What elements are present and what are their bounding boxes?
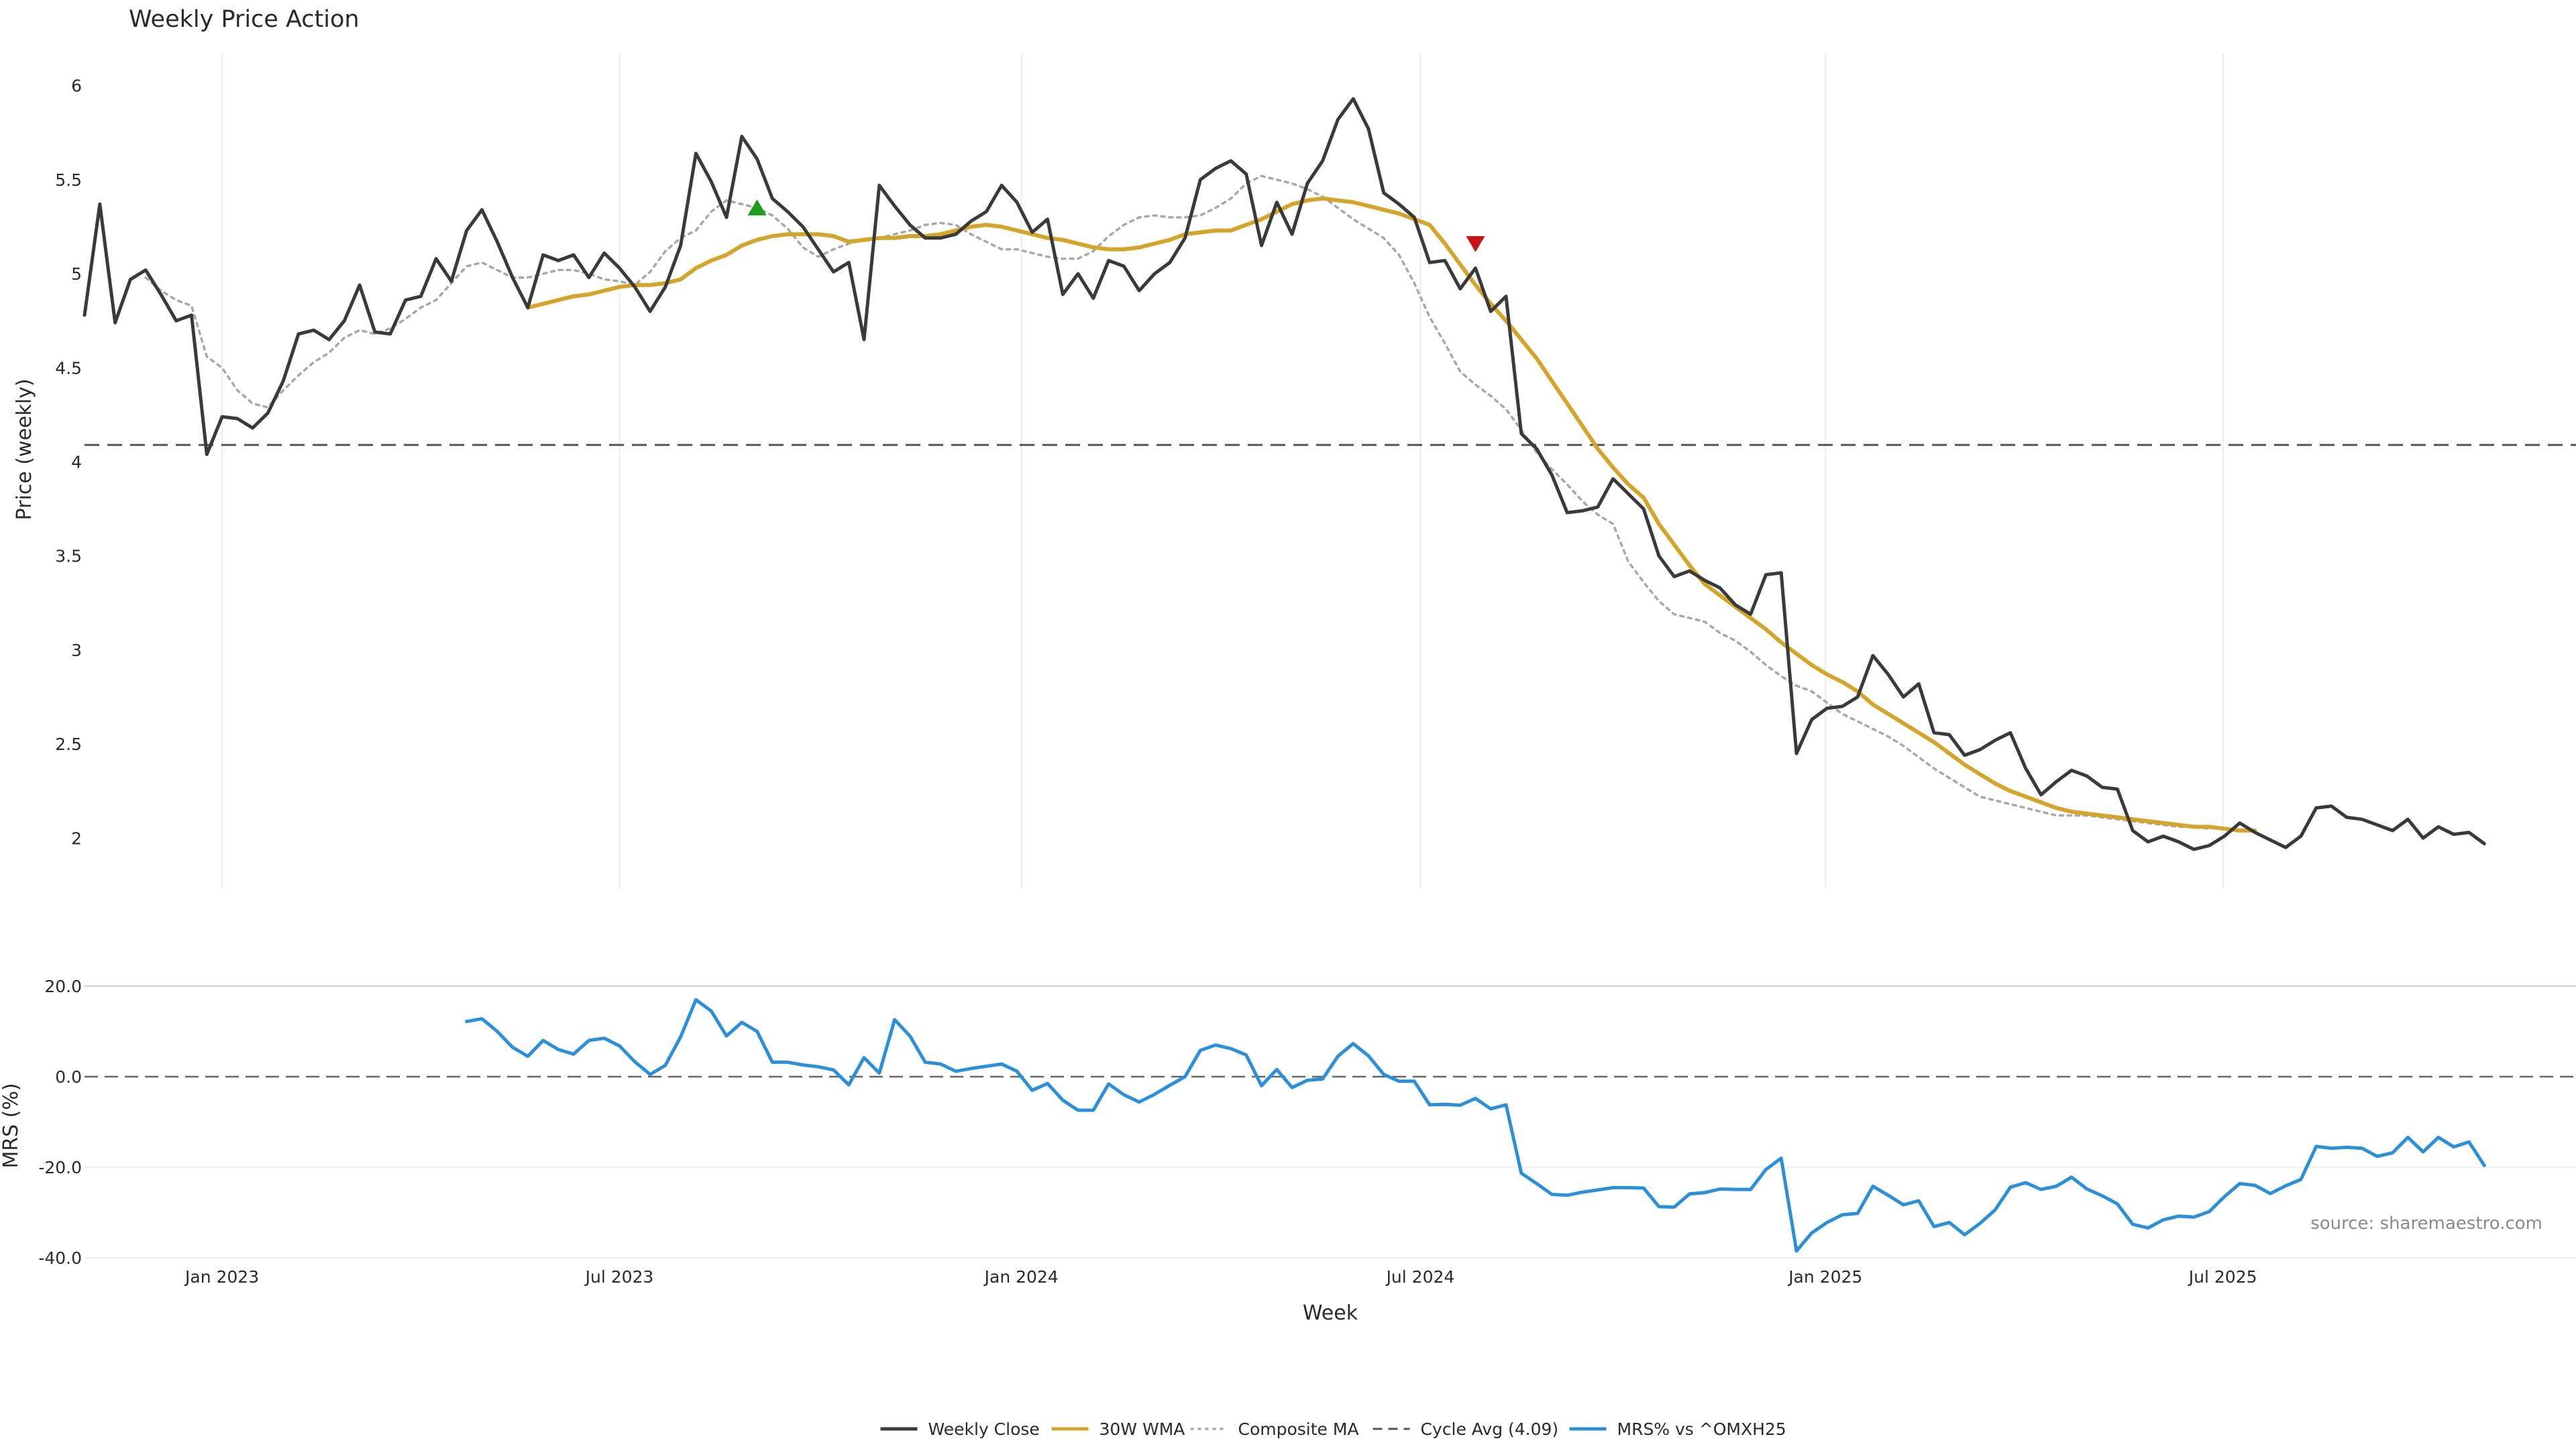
- x-tick-label: Jan 2024: [983, 1267, 1059, 1287]
- x-tick-label: Jan 2025: [1787, 1267, 1862, 1287]
- x-tick-label: Jul 2025: [2188, 1267, 2257, 1287]
- x-tick-label: Jul 2024: [1385, 1267, 1455, 1287]
- price-y-axis-title: Price (weekly): [13, 378, 36, 520]
- mrs-ytick-label: 20.0: [44, 977, 82, 996]
- source-annotation: source: sharemaestro.com: [2310, 1214, 2542, 1234]
- weekly-close-line: [83, 97, 2486, 851]
- x-axis-title: Week: [1303, 1301, 1358, 1325]
- price-ytick-label: 5.5: [55, 170, 82, 190]
- legend-label: 30W WMA: [1099, 1419, 1185, 1439]
- mrs-line: [465, 998, 2486, 1253]
- mrs-ytick-label: 0.0: [55, 1067, 82, 1087]
- price-ytick-label: 2.5: [55, 735, 82, 754]
- price-ytick-label: 2: [71, 828, 82, 848]
- legend-label: Weekly Close: [928, 1419, 1040, 1439]
- price-ytick-label: 3: [71, 641, 82, 660]
- buy-signal-marker: [747, 199, 767, 216]
- price-ytick-label: 4.5: [55, 358, 82, 378]
- price-ytick-label: 6: [71, 76, 82, 96]
- mrs-ytick-label: -40.0: [38, 1248, 82, 1268]
- x-tick-label: Jul 2023: [584, 1267, 654, 1287]
- price-ytick-label: 5: [71, 264, 82, 284]
- legend-label: Composite MA: [1238, 1419, 1359, 1439]
- wma-30w-line: [525, 196, 2257, 833]
- mrs-panel: 20.0 0.0 -20.0 -40.0: [38, 977, 2576, 1268]
- legend-label: Cycle Avg (4.09): [1421, 1419, 1559, 1439]
- sell-signal-marker: [1466, 236, 1485, 252]
- legend: Weekly Close 30W WMA Composite MA Cycle Avg…: [880, 1419, 1786, 1439]
- x-tick-label: Jan 2023: [184, 1267, 259, 1287]
- price-panel: 2 2.5 3 3.5 4 4.5 5 5.5 6: [55, 54, 2576, 889]
- chart-title: Weekly Price Action: [129, 6, 360, 33]
- mrs-ytick-label: -20.0: [38, 1158, 82, 1177]
- price-ytick-label: 3.5: [55, 547, 82, 566]
- x-axis: Jan 2023 Jul 2023 Jan 2024 Jul 2024 Jan 2025…: [184, 1267, 2257, 1287]
- mrs-y-axis-title: MRS (%): [0, 1083, 23, 1168]
- composite-ma-line: [144, 174, 2210, 830]
- price-ytick-label: 4: [71, 452, 82, 472]
- legend-label: MRS% vs ^OMXH25: [1617, 1419, 1786, 1439]
